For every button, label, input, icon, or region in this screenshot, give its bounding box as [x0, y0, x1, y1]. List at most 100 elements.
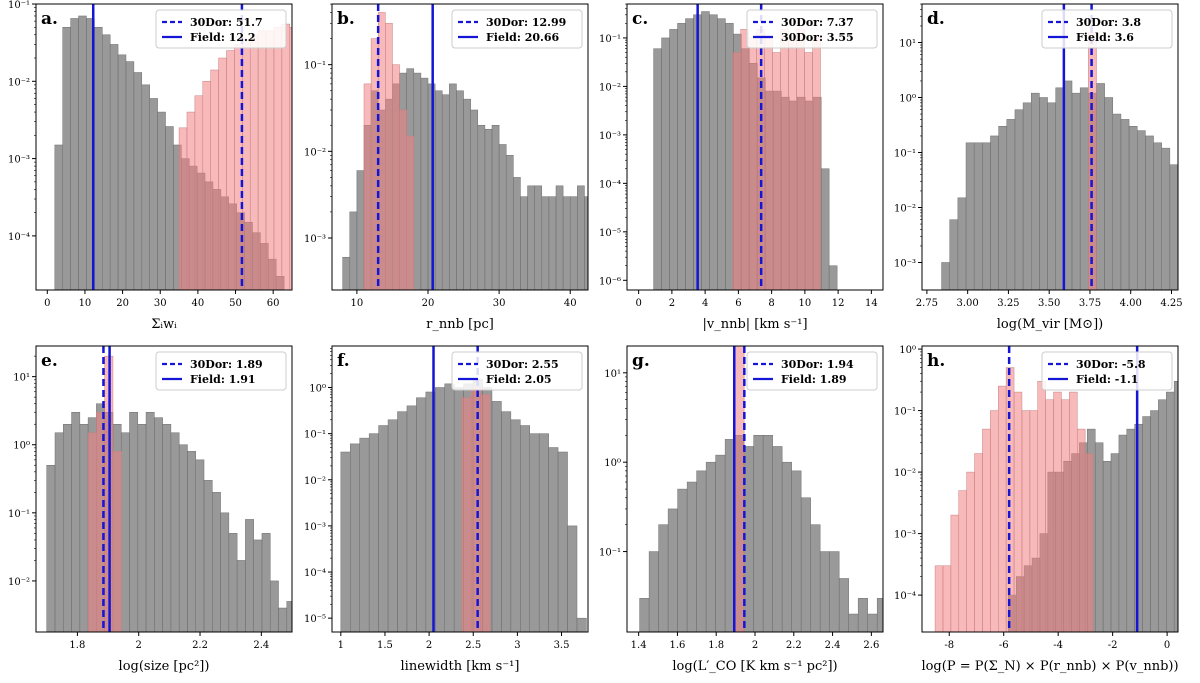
field-bar	[1031, 92, 1040, 290]
field-bar	[413, 72, 422, 290]
field-bar	[1136, 130, 1146, 290]
legend-label: Field: 20.66	[486, 31, 560, 44]
field-bar	[501, 411, 512, 632]
field-bar	[387, 419, 398, 632]
field-bar	[658, 524, 669, 632]
field-bar	[286, 601, 292, 632]
field-bar	[498, 144, 507, 290]
x-tick-label: 12	[832, 298, 845, 309]
field-bar	[1182, 374, 1190, 632]
y-tick-label: 10⁻¹	[599, 34, 621, 45]
field-bar	[278, 607, 288, 632]
x-tick-label: 20	[422, 298, 435, 309]
panel-letter: d.	[927, 9, 945, 29]
plot-frame	[921, 3, 1179, 291]
field-bar	[435, 387, 445, 632]
x-tick-label: 1.8	[69, 640, 85, 651]
x-tick-label: 20	[116, 298, 129, 309]
dor-bar	[194, 95, 204, 290]
y-tick-label: 10⁰	[309, 384, 326, 395]
dor-bar	[1084, 453, 1094, 632]
x-tick-label: 3.50	[1038, 298, 1060, 309]
x-tick-label: 4.25	[1160, 298, 1182, 309]
x-tick-label: -4	[1053, 640, 1063, 651]
panel-letter: g.	[632, 351, 650, 371]
field-bar	[154, 417, 163, 632]
field-bar	[529, 433, 540, 632]
field-bar	[212, 492, 221, 632]
field-bar	[125, 61, 135, 290]
dor-bar	[966, 471, 975, 632]
field-bar	[228, 533, 238, 632]
field-bar	[941, 262, 950, 290]
field-bar	[781, 461, 792, 632]
field-bar	[510, 419, 521, 632]
field-bar	[491, 124, 500, 290]
x-tick-label: 4	[702, 298, 708, 309]
field-bar	[1039, 97, 1048, 290]
x-tick-label: 1.4	[631, 640, 647, 651]
field-bar	[677, 488, 688, 632]
y-tick-label: 10⁻¹	[304, 430, 326, 441]
legend-label: 30Dor: -5.8	[1076, 358, 1146, 371]
field-bar	[838, 578, 849, 632]
field-bar	[857, 598, 868, 632]
field-bar	[397, 411, 408, 632]
field-bar	[1112, 113, 1122, 290]
dor-bar	[942, 565, 952, 632]
field-bar	[79, 423, 89, 632]
x-tick-label: -8	[944, 640, 954, 651]
field-bar	[685, 18, 694, 290]
x-tick-label: 2.2	[192, 640, 208, 651]
panel-letter: h.	[927, 351, 945, 371]
dor-bar	[748, 37, 757, 290]
x-tick-label: 50	[229, 298, 242, 309]
dor-bar	[87, 432, 97, 632]
dor-bar	[990, 410, 999, 632]
x-tick-label: 3.25	[997, 298, 1019, 309]
field-bar	[527, 185, 535, 290]
x-tick-label: 2	[136, 640, 142, 651]
field-bar	[1096, 83, 1105, 290]
field-bar	[1166, 391, 1175, 632]
field-bar	[534, 185, 543, 290]
field-bar	[220, 512, 230, 632]
dor-bar	[1013, 391, 1023, 632]
field-bar	[434, 90, 443, 290]
field-bar	[725, 23, 734, 290]
panel-letter: c.	[632, 9, 648, 29]
panel-g: 1.4 1.6 1.8 2 2.2 2.4 2.6 10⁻¹ 10⁰ 10¹ g. log(L′_CO…	[599, 345, 884, 674]
legend-label: 30Dor: 1.94	[781, 358, 854, 371]
y-tick-label: 10⁻²	[304, 476, 326, 487]
field-bar	[420, 77, 429, 290]
legend-label: 30Dor: 7.37	[781, 16, 854, 29]
field-bar	[661, 37, 670, 290]
field-bar	[541, 196, 550, 290]
y-tick-label: 10⁻⁴	[8, 232, 30, 243]
field-bar	[444, 383, 455, 632]
y-tick-label: 10⁻⁶	[599, 276, 621, 287]
field-bar	[876, 598, 883, 632]
dor-bar	[399, 109, 407, 290]
panel-a: 0 10 20 30 40 50 60 10⁻⁴ 10⁻³ 10⁻² 10⁻¹ a. Σᵢwᵢ 30Dor…	[8, 0, 293, 332]
legend-label: 30Dor: 12.99	[486, 16, 566, 29]
field-bar	[102, 34, 111, 290]
field-bar	[1006, 119, 1016, 290]
field-bar	[639, 598, 650, 632]
dor-bar	[934, 565, 944, 632]
dor-bar	[1037, 380, 1046, 632]
legend-label: Field: 1.89	[781, 373, 847, 386]
y-tick-label: 10⁻⁴	[894, 591, 916, 602]
panel-h: -8 -6 -4 -2 0 10⁻⁴ 10⁻³ 10⁻² 10⁻¹ 10⁰ h. log(P = P(…	[894, 345, 1190, 674]
field-bar	[356, 170, 365, 290]
y-tick-label: 10⁻¹	[8, 0, 30, 11]
field-bar	[592, 197, 599, 290]
y-tick-label: 10⁻²	[599, 82, 621, 93]
y-tick-label: 10⁻³	[599, 131, 621, 142]
dor-bar	[281, 23, 290, 290]
dor-bar	[273, 27, 283, 290]
field-bar	[772, 446, 783, 632]
dor-bar	[812, 37, 821, 290]
field-bar	[1158, 399, 1167, 632]
field-bar	[203, 480, 213, 632]
